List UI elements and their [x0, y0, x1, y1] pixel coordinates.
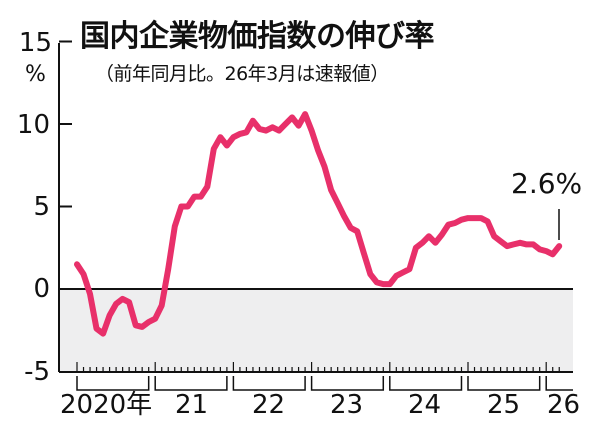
x-label-2026: 26 — [547, 390, 581, 420]
y-axis-unit: % — [25, 62, 46, 87]
y-tick-label-0: 0 — [33, 274, 50, 304]
y-tick-label-minus5: -5 — [24, 357, 50, 387]
chart-subtitle: （前年同月比。26年3月は速報値） — [95, 63, 389, 85]
x-label-2024: 24 — [408, 390, 442, 420]
negative-band — [59, 289, 573, 372]
year-brackets — [76, 376, 573, 391]
y-ticks — [59, 40, 72, 290]
x-label-2022: 22 — [252, 390, 286, 420]
x-label-2023: 23 — [330, 390, 364, 420]
y-tick-label-5: 5 — [33, 192, 50, 222]
y-tick-label-15: 15 — [18, 28, 52, 58]
x-label-2021: 21 — [175, 390, 209, 420]
x-label-2025: 25 — [487, 390, 521, 420]
x-ticks — [76, 362, 560, 372]
chart-title: 国内企業物価指数の伸び率 — [80, 19, 435, 54]
x-label-2020: 2020年 — [60, 390, 153, 420]
y-tick-label-10: 10 — [16, 110, 50, 140]
data-line — [74, 111, 563, 337]
latest-value-callout: 2.6% — [511, 167, 583, 200]
